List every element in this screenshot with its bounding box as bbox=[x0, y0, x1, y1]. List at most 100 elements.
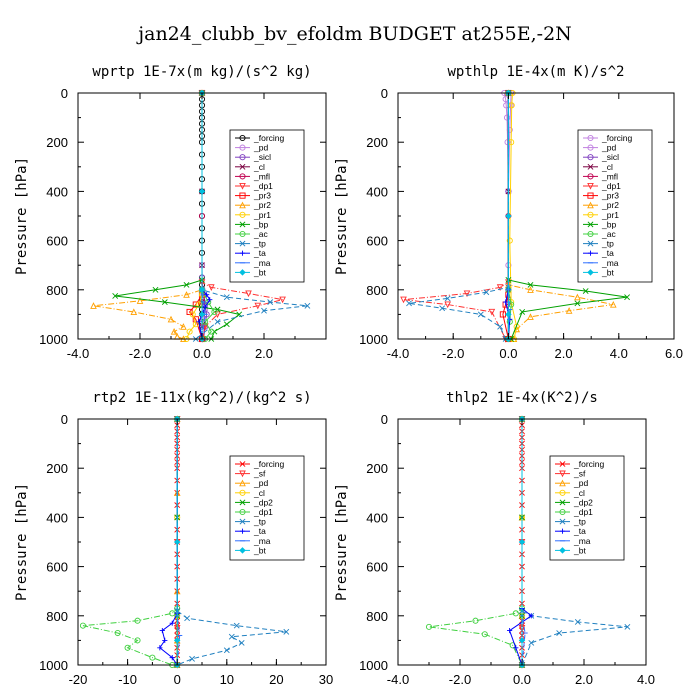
x-tick-label: -2.0 bbox=[449, 672, 471, 687]
data-point-ta bbox=[169, 655, 175, 661]
y-tick-label: 800 bbox=[366, 609, 388, 624]
data-point-tp bbox=[406, 300, 412, 307]
data-point-bp bbox=[582, 288, 589, 294]
y-tick-label: 200 bbox=[366, 135, 388, 150]
legend-marker bbox=[559, 470, 566, 478]
data-point-bp bbox=[223, 321, 230, 328]
data-point-pr2 bbox=[527, 286, 534, 293]
legend-label: _dp1 bbox=[573, 507, 593, 517]
data-point-dp1 bbox=[254, 302, 262, 310]
y-tick-label: 0 bbox=[61, 412, 68, 427]
data-point-bt bbox=[505, 311, 512, 318]
legend-label: _forcing bbox=[253, 133, 285, 143]
legend-label: _mfl bbox=[601, 171, 618, 181]
y-tick-label: 600 bbox=[366, 560, 388, 575]
x-tick-label: 20 bbox=[269, 672, 283, 687]
x-tick-label: 0.0 bbox=[513, 672, 531, 687]
legend-label: _pr2 bbox=[253, 200, 271, 210]
x-tick-label: 4.0 bbox=[637, 672, 655, 687]
legend-marker bbox=[239, 528, 246, 534]
data-point-pr2 bbox=[173, 332, 181, 340]
x-tick-label: 10 bbox=[220, 672, 234, 687]
data-point-dp1 bbox=[79, 622, 87, 629]
data-point-tp bbox=[444, 295, 451, 302]
data-point-bp bbox=[527, 281, 534, 288]
series-line-tp bbox=[195, 93, 308, 340]
data-point-pr2 bbox=[170, 328, 178, 335]
legend-label: _tp bbox=[253, 517, 266, 527]
data-point-ta bbox=[204, 292, 210, 298]
data-point-dp1 bbox=[512, 610, 519, 617]
data-point-dp1 bbox=[425, 623, 433, 630]
y-tick-label: 400 bbox=[366, 510, 388, 525]
legend-label: _bp bbox=[253, 219, 268, 229]
data-point-pr2 bbox=[136, 297, 144, 304]
data-point-ac bbox=[211, 308, 218, 315]
data-point-tp bbox=[304, 302, 311, 309]
data-point-bt bbox=[505, 212, 512, 220]
x-tick-label: 2.0 bbox=[575, 672, 593, 687]
legend-marker bbox=[559, 518, 566, 525]
x-tick-label: 2.0 bbox=[555, 346, 573, 361]
x-tick-label: -4.0 bbox=[67, 346, 89, 361]
legend-marker bbox=[587, 250, 594, 256]
data-point-dp1 bbox=[134, 617, 141, 624]
panel-title: wprtp 1E-7x(m kg)/(s^2 kg) bbox=[92, 64, 311, 80]
data-point-tp bbox=[223, 647, 230, 654]
data-point-forcing bbox=[503, 114, 511, 121]
legend-marker bbox=[239, 250, 246, 256]
data-point-tp bbox=[624, 623, 631, 630]
chart-panel-1: wprtp 1E-7x(m kg)/(s^2 kg) Pressure [hPa]… bbox=[14, 64, 327, 361]
data-point-bp bbox=[211, 328, 218, 335]
data-point-tp bbox=[228, 633, 235, 640]
data-point-bt bbox=[198, 188, 206, 195]
data-point-bp bbox=[624, 294, 630, 301]
legend-label: _dp1 bbox=[601, 181, 621, 191]
panel-title: thlp2 1E-4x(K^2)/s bbox=[446, 390, 598, 406]
y-tick-label: 800 bbox=[46, 283, 68, 298]
data-point-bt bbox=[518, 538, 526, 546]
data-point-ta bbox=[157, 645, 163, 651]
data-point-ta bbox=[202, 304, 208, 310]
data-point-bp bbox=[183, 281, 190, 288]
y-tick-label: 1000 bbox=[39, 658, 68, 673]
data-point-tp bbox=[477, 311, 484, 318]
data-point-bt bbox=[173, 538, 181, 546]
x-tick-label: 0 bbox=[174, 672, 181, 687]
legend-marker bbox=[239, 144, 246, 151]
legend-marker bbox=[559, 461, 566, 467]
data-point-ta bbox=[169, 620, 175, 626]
data-point-tp bbox=[238, 639, 245, 646]
legend-marker bbox=[587, 173, 594, 180]
legend-marker bbox=[587, 211, 594, 218]
legend-box bbox=[229, 129, 305, 283]
y-axis-label: Pressure [hPa] bbox=[14, 483, 30, 601]
legend-marker bbox=[559, 547, 566, 554]
data-point-dp1 bbox=[114, 629, 121, 637]
series-line-dp1 bbox=[82, 419, 178, 666]
chart-panel-2: wpthlp 1E-4x(m K)/s^2 Pressure [hPa] -4.0 -… bbox=[334, 64, 683, 361]
x-tick-label: 0.0 bbox=[499, 346, 517, 361]
panel-title: wpthlp 1E-4x(m K)/s^2 bbox=[447, 64, 624, 80]
data-point-dp1 bbox=[149, 654, 156, 661]
data-point-tp bbox=[439, 305, 446, 312]
legend-label: _bp bbox=[601, 219, 616, 229]
x-tick-label: -4.0 bbox=[387, 672, 409, 687]
y-tick-label: 1000 bbox=[39, 332, 68, 347]
data-point-tp bbox=[223, 294, 230, 301]
chart-panel-4: thlp2 1E-4x(K^2)/s Pressure [hPa] -4.0 -2.0… bbox=[334, 390, 655, 687]
data-point-ta bbox=[196, 319, 202, 325]
legend-label: _bt bbox=[601, 267, 614, 277]
legend: _forcing_pd_sicl_cl_mfl_dp1_pr3_pr2_pr1_… bbox=[577, 129, 653, 283]
x-tick-label: 4.0 bbox=[610, 346, 628, 361]
data-point-bt bbox=[198, 286, 206, 294]
data-point-bt bbox=[198, 311, 206, 318]
legend-label: _ac bbox=[601, 229, 616, 239]
series-group bbox=[79, 415, 290, 669]
legend-marker bbox=[559, 508, 566, 516]
data-point-pr2 bbox=[183, 291, 190, 298]
data-point-bp bbox=[161, 299, 168, 306]
legend-label: _cl bbox=[573, 488, 585, 498]
legend-label: _pd bbox=[253, 478, 268, 488]
